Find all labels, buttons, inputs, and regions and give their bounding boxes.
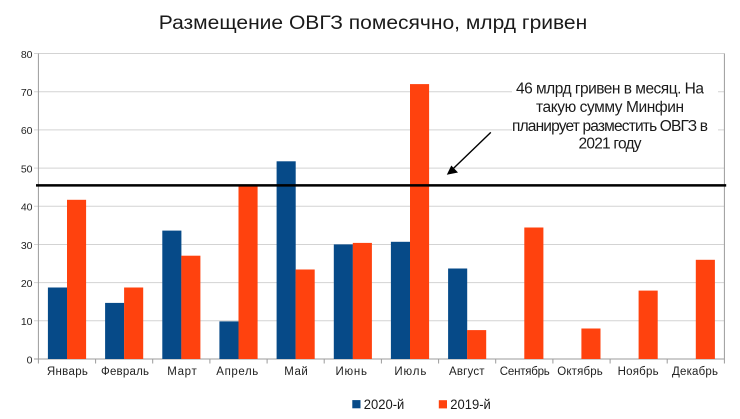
svg-text:Январь: Январь (47, 366, 88, 378)
svg-text:Март: Март (167, 366, 197, 378)
svg-text:60: 60 (21, 125, 33, 137)
svg-text:2020-й: 2020-й (364, 397, 405, 412)
svg-text:Октябрь: Октябрь (557, 366, 603, 378)
svg-text:46 млрд гривен в месяц. На: 46 млрд гривен в месяц. На (516, 81, 704, 98)
svg-text:70: 70 (21, 87, 33, 99)
svg-text:Февраль: Февраль (101, 366, 149, 378)
svg-text:Апрель: Апрель (216, 366, 258, 378)
svg-text:30: 30 (21, 240, 33, 252)
svg-text:40: 40 (21, 202, 33, 214)
svg-text:Август: Август (449, 366, 485, 378)
svg-text:2021 году: 2021 году (579, 136, 642, 153)
svg-text:Июль: Июль (394, 366, 426, 378)
svg-text:Июнь: Июнь (335, 366, 367, 378)
svg-text:80: 80 (21, 49, 33, 61)
svg-text:10: 10 (21, 316, 33, 328)
svg-text:Сентябрь: Сентябрь (500, 366, 550, 378)
svg-text:20: 20 (21, 278, 33, 290)
svg-text:0: 0 (27, 354, 33, 366)
svg-text:2019-й: 2019-й (450, 397, 491, 412)
svg-text:Размещение ОВГЗ помесячно, млр: Размещение ОВГЗ помесячно, млрд гривен (159, 13, 588, 34)
svg-text:Май: Май (284, 366, 308, 378)
svg-text:такую сумму Минфин: такую сумму Минфин (536, 99, 684, 116)
svg-text:планирует разместить ОВГЗ в: планирует разместить ОВГЗ в (512, 118, 708, 135)
svg-text:Ноябрь: Ноябрь (618, 366, 659, 378)
svg-text:50: 50 (21, 163, 33, 175)
svg-text:Декабрь: Декабрь (672, 366, 718, 378)
